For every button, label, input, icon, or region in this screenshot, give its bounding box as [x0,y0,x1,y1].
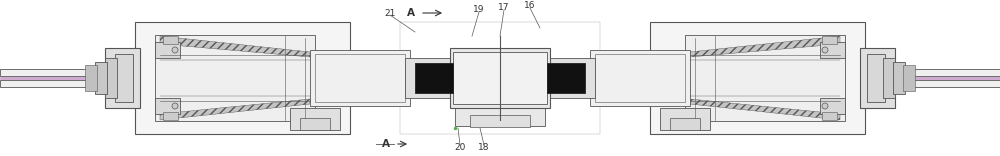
Bar [685,35,845,121]
Bar [822,112,837,120]
Text: A: A [382,139,390,149]
Text: 18: 18 [478,142,490,151]
Text: A: A [407,8,415,18]
Bar [155,42,180,58]
Bar [650,22,865,134]
Bar [95,62,107,94]
Text: 16: 16 [524,2,536,10]
Bar [715,69,1000,76]
Polygon shape [160,99,310,120]
Bar [155,35,315,121]
Bar [820,42,845,58]
Bar [405,58,455,98]
Bar [300,118,330,130]
Bar [0,80,285,87]
Bar [590,50,690,106]
Text: 19: 19 [473,5,485,15]
Bar [820,98,845,114]
Bar [315,54,405,102]
Bar [105,48,140,108]
Circle shape [822,47,828,53]
Bar [320,55,405,101]
Text: 20: 20 [454,142,466,151]
Bar [400,22,600,134]
Polygon shape [690,36,840,57]
Bar [822,36,837,44]
Polygon shape [160,36,310,57]
Text: 17: 17 [498,3,510,12]
Bar [595,54,685,102]
Bar [867,54,885,102]
Bar [595,55,680,101]
Text: 21: 21 [384,8,396,17]
Bar [115,54,133,102]
Bar [455,108,545,126]
Bar [290,108,340,130]
Bar [135,22,350,134]
Circle shape [172,47,178,53]
Bar [105,58,117,98]
Bar [545,58,595,98]
Bar [547,63,585,93]
Bar [155,98,180,114]
Bar [163,112,178,120]
Bar [453,52,547,104]
Bar [415,63,453,93]
Bar [660,108,710,130]
Bar [310,50,410,106]
Circle shape [822,103,828,109]
Bar [163,36,178,44]
Polygon shape [690,99,840,120]
Bar [670,118,700,130]
Bar [903,65,915,91]
Bar [715,80,1000,87]
Bar [0,69,285,76]
Bar [860,48,895,108]
Bar [893,62,905,94]
Bar [883,58,895,98]
Bar [450,48,550,108]
Circle shape [172,103,178,109]
Bar [85,65,97,91]
Bar [470,115,530,127]
